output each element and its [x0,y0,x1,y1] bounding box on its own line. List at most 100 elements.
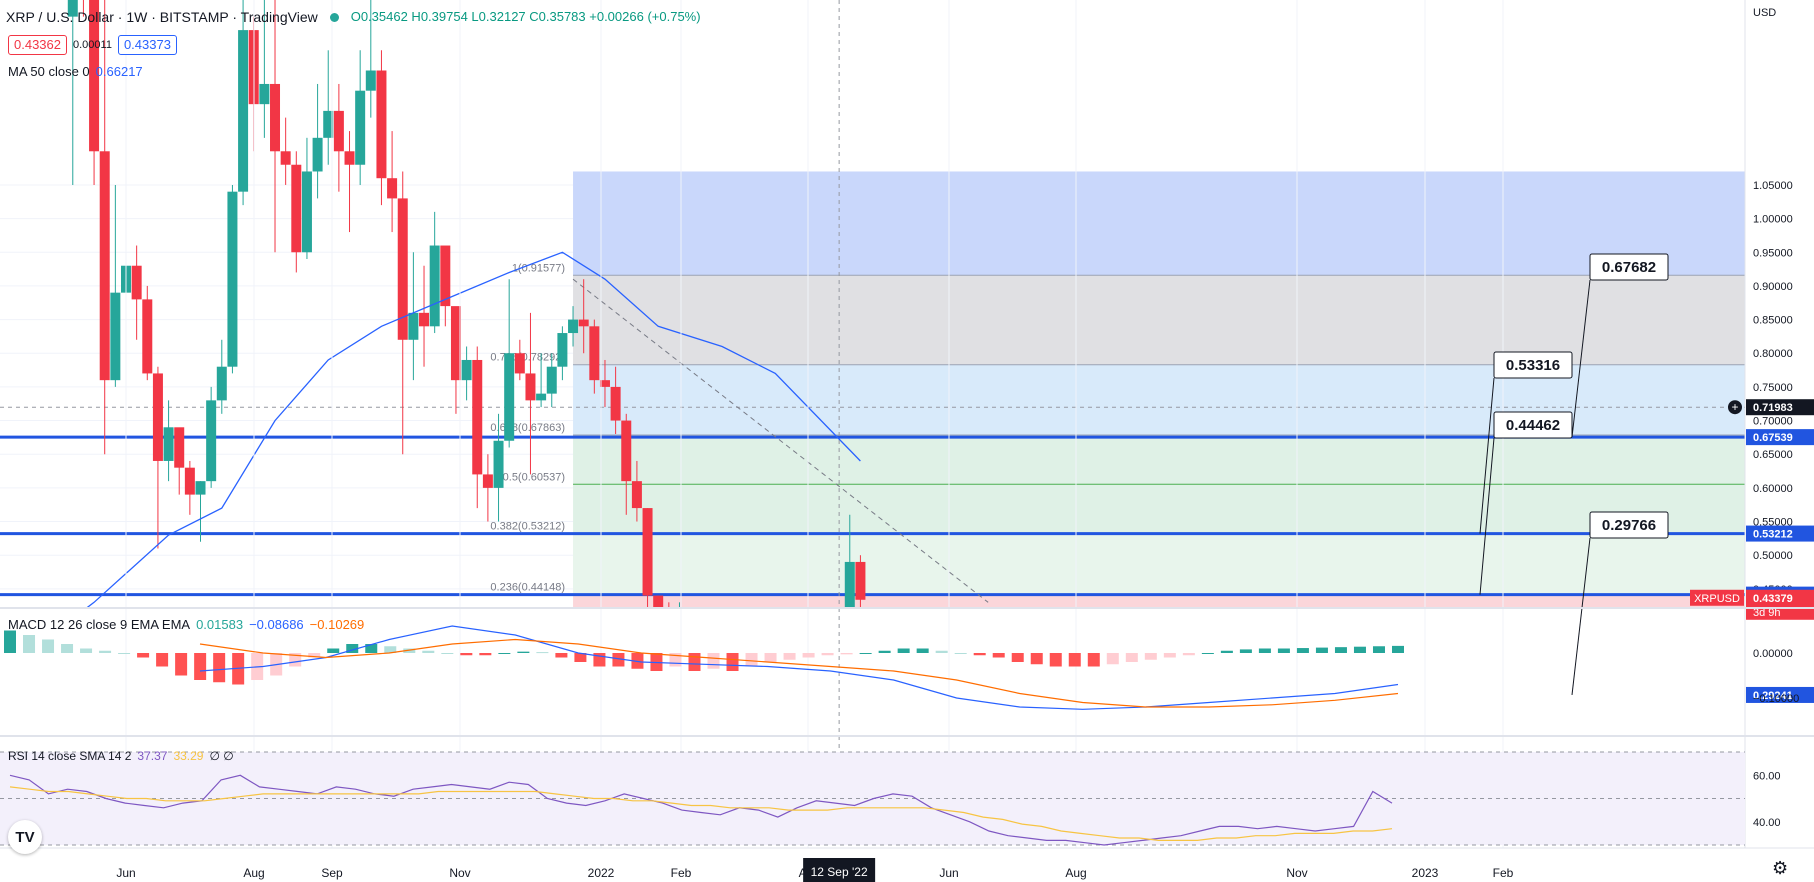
macd-legend[interactable]: MACD 12 26 close 9 EMA EMA 0.01583 −0.08… [8,617,364,633]
symbol-tag-bg [1690,589,1744,606]
macd-histogram-bar [992,653,1005,658]
candle-body [280,151,291,165]
candle-body [301,171,312,253]
macd-histogram-bar [1182,653,1195,656]
macd-histogram-bar [1125,653,1138,662]
fib-level-label: 0.236(0.44148) [490,582,565,594]
candle-body [440,245,451,307]
price-label: 0.29241 [1753,690,1793,702]
macd-histogram-bar [308,653,321,658]
macd-histogram-bar [1372,646,1385,653]
macd-histogram-bar [1296,648,1309,653]
macd-histogram-bar [878,650,891,653]
trendline [572,278,989,603]
gear-icon[interactable]: ⚙ [1772,858,1789,878]
macd-histogram-bar [1239,649,1252,653]
candle-body [355,90,366,165]
time-cursor-bg [803,858,876,882]
ma-value: 0.66217 [95,64,143,79]
time-tick-label: 2022 [588,866,615,880]
fib-zone [573,533,1745,595]
candle-body [131,265,142,300]
ma50-line [85,251,861,608]
rsi-ma-line [9,786,1393,842]
macd-histogram-bar [1106,653,1119,665]
macd-signal-line [199,638,1399,708]
sell-price-button[interactable]: 0.43362 [8,35,67,55]
price-pane: 1(0.91577) 0.786(0.78292) 0.618(0.67863) 0.… [0,0,1745,669]
callout-label: 0.44462 [1506,417,1560,434]
fib-level-label: 0.382(0.53212) [490,521,565,533]
candle-body [376,70,387,179]
candle-body [599,380,610,387]
candle-body [419,312,430,327]
callout-pointer [1479,437,1495,595]
rsi-legend[interactable]: RSI 14 close SMA 14 2 37.37 33.29 ∅ ∅ [8,748,234,764]
candle-body [642,508,653,596]
macd-histogram-bar [1315,647,1328,653]
rsi-extra-value: ∅ ∅ [209,749,234,763]
crosshair-plus-glyph: + [1731,400,1738,414]
candle-body [674,623,684,630]
candle-body [450,306,461,381]
macd-line-value: −0.08686 [249,617,304,632]
candle-body [546,366,557,394]
crosshair-plus-icon [1728,400,1742,415]
macd-histogram-bar [536,652,549,654]
callout-pointer [1571,537,1591,696]
candle-body [408,312,419,340]
macd-histogram-bar [327,648,340,653]
candle-body [823,656,833,669]
macd-histogram-bar [175,653,188,676]
macd-histogram-bar [954,653,967,654]
symbol-title[interactable]: XRP / U.S. Dollar · 1W · BITSTAMP · Trad… [6,9,318,25]
candle-body [397,198,408,340]
macd-histogram-bar [859,653,872,654]
candle-body [685,623,695,657]
buy-price-button[interactable]: 0.43373 [117,35,177,55]
ma-legend[interactable]: MA 50 close 0 0.66217 [8,64,143,80]
macd-histogram-bar [61,644,74,653]
candle-body [664,609,674,629]
ma-label: MA 50 close 0 [8,64,90,79]
macd-histogram-bar [973,653,986,656]
rsi-axis-label: 60.00 [1753,770,1781,782]
macd-histogram-bar [1353,646,1366,653]
price-tick-label: 0.50000 [1753,550,1793,562]
candle-body [557,333,568,367]
macd-histogram-bar [460,653,473,656]
macd-histogram-bar [517,651,530,653]
candle-body [174,427,185,468]
callout-label: 0.53316 [1506,357,1560,374]
candle-body [844,561,855,608]
candle-body [653,595,664,608]
candle-body [206,400,217,482]
macd-histogram-value: 0.01583 [196,617,244,632]
macd-histogram-bar [1144,653,1157,660]
time-tick-label: Jun [116,866,135,880]
price-tick-label: 0.80000 [1753,348,1793,360]
rsi-line [9,774,1393,846]
candle-body [472,359,483,475]
candle-body [387,178,398,199]
macd-histogram-bar [802,653,815,658]
tradingview-logo-icon[interactable]: TV [8,820,42,854]
callout-pointer [1571,279,1591,438]
candle-body [514,353,525,374]
price-tick-label: 0.85000 [1753,315,1793,327]
macd-histogram-bar [707,653,720,669]
macd-histogram-bar [688,653,701,671]
price-tick-label: 0.90000 [1753,281,1793,293]
price-label: 0.71983 [1753,402,1793,414]
macd-histogram-bar [80,648,93,653]
candle-body [312,137,323,172]
price-tick-label: 1.00000 [1753,214,1793,226]
price-label-bg [1746,399,1814,416]
macd-histogram-bar [4,630,16,653]
rsi-axis-label: 40.00 [1753,817,1781,829]
time-tick-label: Sep [321,866,343,880]
macd-histogram-bar [745,653,758,667]
candle-body [610,386,621,421]
rsi-ma-value: 33.29 [173,749,204,763]
